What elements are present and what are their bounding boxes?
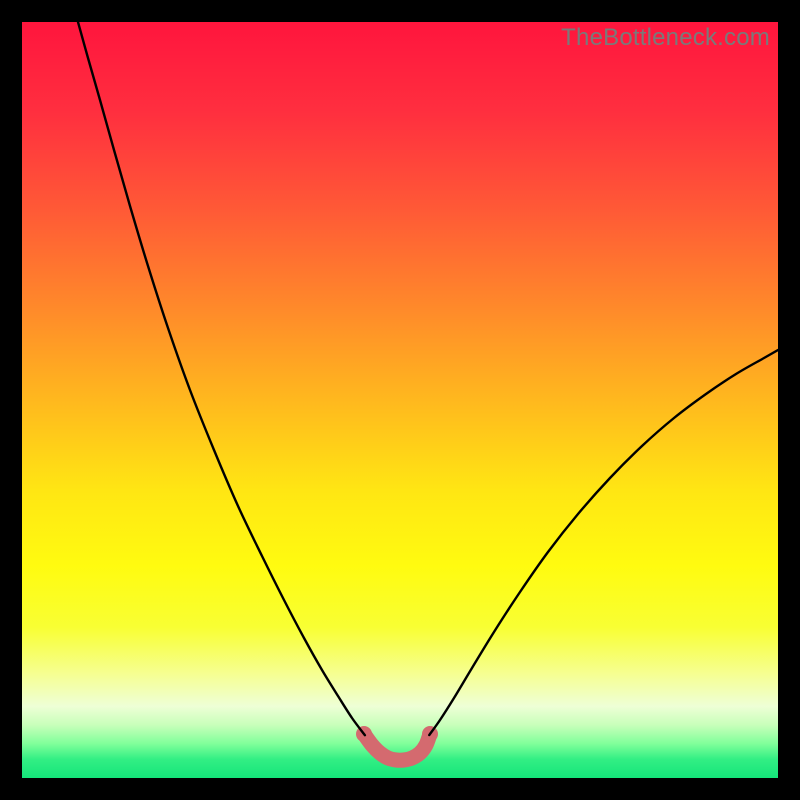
curve-left-branch: [78, 22, 365, 735]
plot-area: TheBottleneck.com: [22, 22, 778, 778]
bottleneck-curve: [22, 22, 778, 778]
watermark-text: TheBottleneck.com: [561, 24, 770, 52]
optimal-range-highlight: [364, 734, 430, 760]
chart-frame: TheBottleneck.com: [0, 0, 800, 800]
curve-right-branch: [429, 350, 778, 735]
